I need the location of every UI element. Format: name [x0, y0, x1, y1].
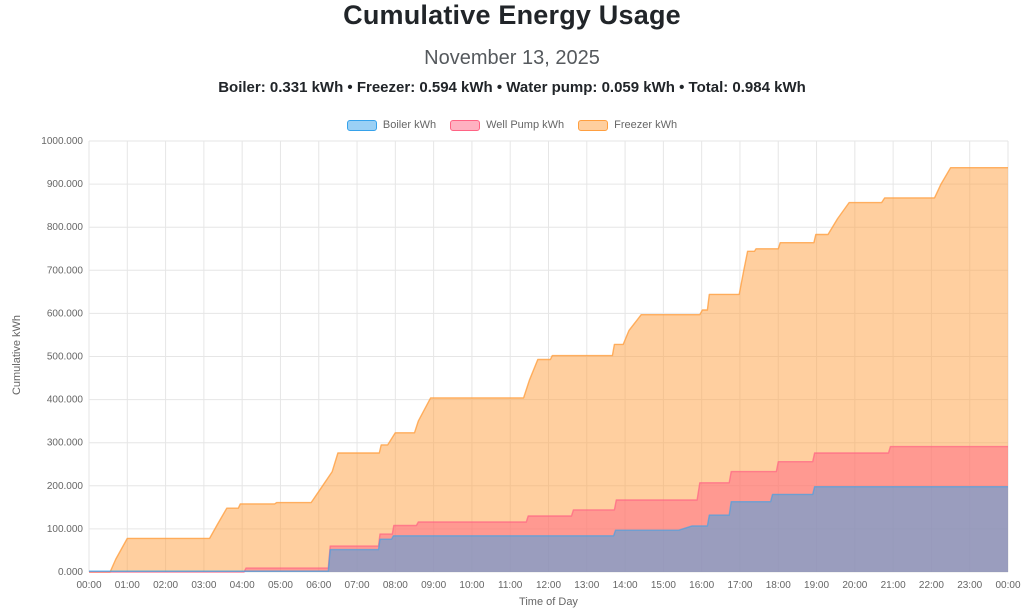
legend-item-boiler-kwh[interactable]: Boiler kWh	[346, 119, 437, 131]
x-tick-label: 22:00	[919, 580, 944, 591]
x-tick-label: 12:00	[536, 580, 561, 591]
x-tick-label: 19:00	[804, 580, 829, 591]
legend-label: Freezer kWh	[614, 119, 678, 131]
y-tick-label: 400.000	[47, 395, 84, 406]
chart-title: Cumulative Energy Usage	[343, 0, 681, 30]
legend-item-freezer-kwh[interactable]: Freezer kWh	[578, 119, 677, 131]
y-tick-label: 900.000	[47, 179, 84, 190]
x-tick-label: 07:00	[345, 580, 370, 591]
legend-swatch	[450, 119, 481, 131]
x-tick-label: 16:00	[689, 580, 714, 591]
y-tick-label: 600.000	[47, 308, 84, 319]
usage-summary: Boiler: 0.331 kWh • Freezer: 0.594 kWh •…	[218, 79, 806, 96]
x-tick-label: 14:00	[613, 580, 638, 591]
x-tick-label: 18:00	[766, 580, 791, 591]
x-tick-label: 01:00	[115, 580, 140, 591]
x-tick-label: 08:00	[383, 580, 408, 591]
area-boiler-kwh	[89, 486, 1008, 572]
x-tick-label: 13:00	[574, 580, 599, 591]
legend-item-well-pump-kwh[interactable]: Well Pump kWh	[450, 119, 564, 131]
x-tick-label: 11:00	[498, 580, 523, 591]
x-tick-label: 03:00	[191, 580, 216, 591]
y-tick-label: 0.000	[58, 567, 83, 578]
x-tick-label: 15:00	[651, 580, 676, 591]
y-tick-label: 700.000	[47, 265, 84, 276]
line-well-pump-kwh	[89, 445, 1008, 573]
x-tick-label: 04:00	[230, 580, 255, 591]
x-tick-label: 06:00	[306, 580, 331, 591]
chart-subtitle: November 13, 2025	[424, 47, 600, 69]
legend-swatch	[578, 119, 609, 131]
y-axis-title: Cumulative kWh	[11, 314, 23, 396]
legend-label: Boiler kWh	[382, 119, 437, 131]
x-tick-label: 20:00	[842, 580, 867, 591]
x-tick-label: 00:00	[995, 580, 1020, 591]
x-tick-label: 23:00	[957, 580, 982, 591]
y-tick-label: 100.000	[47, 524, 84, 535]
x-tick-label: 10:00	[459, 580, 484, 591]
x-axis-title: Time of Day	[519, 596, 578, 608]
legend-swatch	[346, 119, 377, 131]
chart-legend: Boiler kWh Well Pump kWh Freezer kWh	[0, 119, 1024, 131]
x-tick-label: 17:00	[727, 580, 752, 591]
y-tick-label: 1000.000	[41, 136, 83, 147]
y-tick-label: 200.000	[47, 481, 84, 492]
x-tick-label: 02:00	[153, 580, 178, 591]
x-tick-label: 05:00	[268, 580, 293, 591]
y-tick-label: 800.000	[47, 222, 84, 233]
x-tick-label: 00:00	[76, 580, 101, 591]
x-tick-label: 21:00	[881, 580, 906, 591]
y-tick-label: 300.000	[47, 438, 84, 449]
legend-label: Well Pump kWh	[486, 119, 565, 131]
y-tick-label: 500.000	[47, 352, 84, 363]
line-boiler-kwh	[89, 486, 1008, 572]
line-freezer-kwh	[89, 166, 1008, 573]
x-tick-label: 09:00	[421, 580, 446, 591]
